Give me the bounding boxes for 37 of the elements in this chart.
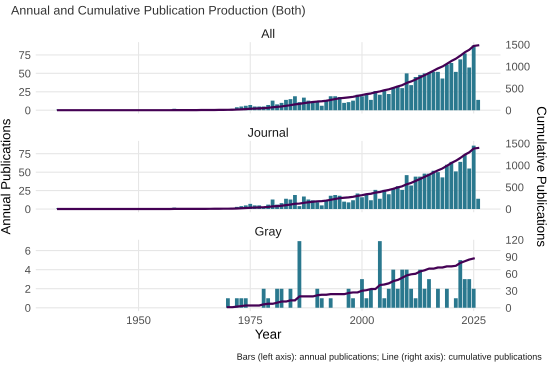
chart-title: Journal xyxy=(248,128,288,137)
text: Bars (left axis): annual publications; Line (right axis): cumulative publications xyxy=(237,353,542,362)
y2-tick-label: 90 xyxy=(506,253,518,261)
y2-tick-label: 60 xyxy=(506,270,518,278)
y2-axis-title: Cumulative Publications xyxy=(537,106,547,247)
y-tick-label: 0 xyxy=(25,106,30,114)
y2-tick-label: 30 xyxy=(506,287,518,295)
y2-tick-label: 1500 xyxy=(506,40,530,49)
y-axis-title: Annual Publications xyxy=(0,119,10,235)
y2-tick-label: 0 xyxy=(506,304,512,312)
y2-tick-label: 0 xyxy=(506,106,512,114)
y-tick-label: 75 xyxy=(19,51,30,60)
y2-tick-label: 120 xyxy=(506,236,524,244)
x-tick-label: 1975 xyxy=(238,316,262,324)
y-tick-label: 6 xyxy=(25,246,30,255)
x-tick-label: 2000 xyxy=(350,316,374,324)
y2-tick-label: 1000 xyxy=(506,161,530,170)
y-tick-label: 25 xyxy=(19,186,30,195)
y-tick-label: 4 xyxy=(24,266,31,274)
text: Annual and Cumulative Publication Production (Both) xyxy=(11,5,305,18)
y2-tick-label: 1500 xyxy=(506,140,530,148)
y-tick-label: 25 xyxy=(19,88,30,96)
x-tick-label: 1950 xyxy=(127,316,150,324)
x-axis-title: Year xyxy=(255,330,282,339)
chart-title: All xyxy=(261,28,274,38)
x-tick-label: 2025 xyxy=(462,316,486,324)
y-tick-label: 50 xyxy=(18,70,30,78)
y2-tick-label: 500 xyxy=(506,183,524,192)
y-tick-label: 50 xyxy=(18,168,30,176)
y2-tick-label: 500 xyxy=(506,84,524,92)
y-tick-label: 75 xyxy=(19,150,30,158)
y2-tick-label: 0 xyxy=(506,205,512,214)
y2-tick-label: 1000 xyxy=(506,62,530,71)
chart-title: Gray xyxy=(255,226,282,238)
y-tick-label: 0 xyxy=(25,205,30,214)
y-tick-label: 0 xyxy=(25,304,30,312)
y-tick-label: 2 xyxy=(25,284,30,293)
